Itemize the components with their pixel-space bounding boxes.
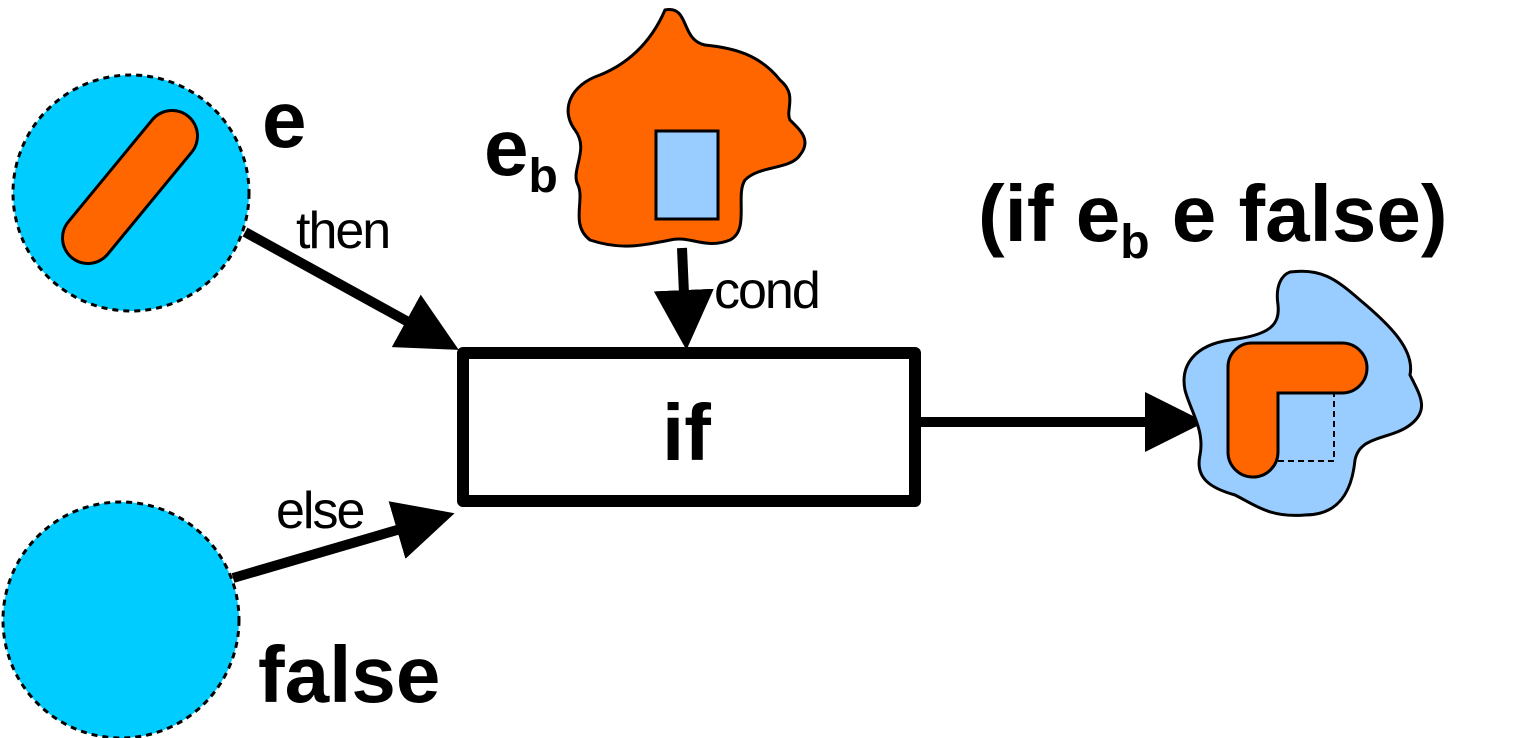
result-inner-shape [1226,341,1369,479]
then-input-label: e [262,75,307,164]
if-box [457,347,921,507]
then-arrow [242,227,459,350]
else-arrow [231,501,455,583]
else-input-node [1,500,241,738]
else-edge-label: else [276,482,365,540]
cond-input-inner-square [654,129,720,221]
cond-input-label: eb [484,103,558,203]
result-expression: (if eb e false) [978,169,1448,269]
then-input-node [11,73,251,313]
cond-edge-label: cond [714,262,821,320]
result-dashed-square [1278,393,1335,462]
if-box-label: if [662,388,711,477]
cond-input-node [566,8,807,248]
cond-arrow [653,247,714,350]
result-node [1182,269,1424,517]
else-input-label: false [258,630,441,719]
then-edge-label: then [296,202,391,260]
